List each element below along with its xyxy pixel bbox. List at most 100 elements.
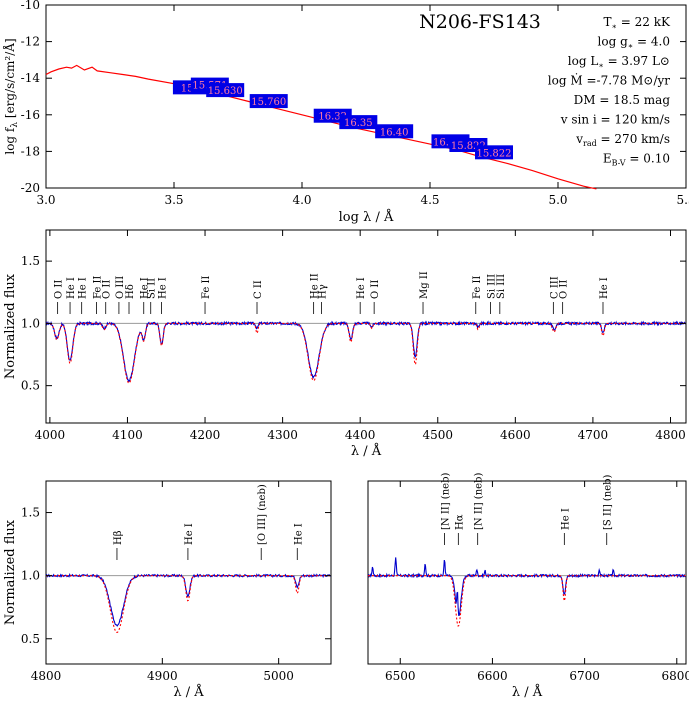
blue-line-id: Si III bbox=[487, 274, 498, 299]
blue-line-id: Fe II bbox=[472, 276, 483, 299]
photometry-box bbox=[249, 94, 288, 109]
blue-line-id: Mg II bbox=[419, 271, 430, 299]
stellar-parameter: log Ṁ =-7.78 M⊙/yr bbox=[548, 73, 670, 88]
blue-line-id: C III bbox=[549, 276, 560, 299]
photometry-label: 15.630 bbox=[208, 86, 243, 97]
halpha-observed-line bbox=[367, 557, 686, 617]
blue-line-id: He I bbox=[78, 277, 89, 299]
photometry-label: 15.760 bbox=[251, 97, 286, 108]
sed-ylabel: log fλ [erg/s/cm²/Å] bbox=[2, 38, 20, 154]
sed-xtick-label: 5.0 bbox=[548, 193, 567, 207]
blue-line-id: O II bbox=[370, 280, 381, 299]
blue-line-id: O II bbox=[559, 280, 570, 299]
photometry-label: 15.822 bbox=[477, 148, 512, 159]
blue-xtick-label: 4400 bbox=[345, 428, 376, 442]
hbeta-xlabel: λ / Å bbox=[173, 684, 204, 700]
blue-line-id: He II bbox=[310, 273, 321, 299]
sed-xtick-label: 5.5 bbox=[676, 193, 689, 207]
sed-xtick-label: 4.5 bbox=[420, 193, 439, 207]
photometry-box bbox=[375, 124, 414, 139]
hbeta-ytick-label: 1.5 bbox=[21, 506, 40, 520]
hbeta-line-id: He I bbox=[184, 523, 195, 545]
halpha-line-id: Hα bbox=[454, 514, 465, 530]
photometry-label: 16.40 bbox=[380, 127, 409, 138]
blue-ytick-label: 1.0 bbox=[21, 316, 40, 330]
blue-xtick-label: 4000 bbox=[35, 428, 66, 442]
stellar-parameter: vrad = 270 km/s bbox=[575, 132, 670, 148]
halpha-line-id: [S II] (neb) bbox=[603, 474, 614, 530]
hbeta-ylabel: Normalized flux bbox=[3, 519, 18, 625]
blue-line-id: Fe II bbox=[92, 276, 103, 299]
blue-model-line bbox=[46, 322, 686, 384]
blue-line-id: Hδ bbox=[125, 284, 136, 299]
photometry-box bbox=[475, 145, 513, 160]
sed-ytick-label: -12 bbox=[21, 35, 40, 49]
blue-line-id: O III bbox=[115, 276, 126, 299]
blue-xtick-label: 4100 bbox=[112, 428, 143, 442]
blue-xtick-label: 4200 bbox=[190, 428, 221, 442]
photometry-label: 16.32 bbox=[318, 112, 347, 123]
blue-xtick-label: 4300 bbox=[267, 428, 298, 442]
sed-xtick-label: 4.0 bbox=[292, 193, 311, 207]
blue-spectrum-panel: 4000 4100 4200 4300 4400 4500 4600 4700 4800 0.5 1… bbox=[3, 229, 687, 459]
sed-ytick-label: -10 bbox=[21, 0, 40, 12]
blue-line-id: He I bbox=[140, 277, 151, 299]
blue-ylabel: Normalized flux bbox=[3, 273, 18, 379]
stellar-parameter: v sin i = 120 km/s bbox=[560, 113, 670, 127]
sed-ytick-label: -14 bbox=[21, 71, 41, 85]
hbeta-frame bbox=[45, 480, 332, 665]
blue-frame bbox=[45, 229, 687, 424]
stellar-parameter: log L∗ = 3.97 L⊙ bbox=[568, 54, 670, 70]
halpha-xtick-label: 6800 bbox=[662, 669, 689, 683]
photometry-label: 16.35 bbox=[344, 118, 373, 129]
star-name: N206-FS143 bbox=[419, 11, 541, 33]
hbeta-ytick-label: 0.5 bbox=[21, 632, 40, 646]
sed-panel: 3.0 3.5 4.0 4.5 5.0 5.5 -10 -12 -14 -16 -18 -20 log … bbox=[2, 0, 689, 225]
hbeta-line-id: He I bbox=[293, 523, 304, 545]
blue-line-id: O II bbox=[54, 280, 65, 299]
stellar-parameter: T∗ = 22 kK bbox=[604, 15, 671, 31]
blue-line-id: He I bbox=[158, 277, 169, 299]
blue-line-id: He I bbox=[66, 277, 77, 299]
hbeta-xtick-label: 4800 bbox=[31, 669, 62, 683]
photometry-label: 15.822 bbox=[451, 141, 486, 152]
blue-line-id: Si III bbox=[496, 274, 507, 299]
stellar-parameter: DM = 18.5 mag bbox=[574, 93, 671, 107]
blue-xtick-label: 4500 bbox=[422, 428, 453, 442]
photometry-box bbox=[339, 115, 378, 130]
blue-line-id: Hγ bbox=[317, 284, 328, 299]
hbeta-ytick-label: 1.0 bbox=[21, 569, 40, 583]
halpha-frame bbox=[367, 480, 687, 665]
sed-frame bbox=[45, 4, 687, 189]
blue-xtick-label: 4600 bbox=[500, 428, 531, 442]
blue-xtick-label: 4800 bbox=[655, 428, 686, 442]
halpha-xlabel: λ / Å bbox=[512, 684, 543, 700]
blue-ytick-label: 0.5 bbox=[21, 379, 40, 393]
halpha-line-id: [N II] (neb) bbox=[441, 473, 452, 530]
hbeta-line-id: [O III] (neb) bbox=[257, 484, 268, 545]
sed-xtick-label: 3.0 bbox=[36, 193, 55, 207]
blue-line-id: O II bbox=[102, 280, 113, 299]
sed-ytick-label: -18 bbox=[21, 144, 40, 158]
halpha-line-id: He I bbox=[560, 508, 571, 530]
hbeta-model-line bbox=[46, 575, 331, 633]
halpha-xtick-label: 6600 bbox=[477, 669, 508, 683]
blue-line-id: Si II bbox=[147, 278, 158, 299]
stellar-parameter: log g∗ = 4.0 bbox=[598, 35, 670, 51]
hbeta-panel: 4800 4900 5000 0.5 1.0 1.5 λ / Å Normalized flu… bbox=[3, 480, 332, 700]
hbeta-xtick-label: 4900 bbox=[147, 669, 178, 683]
sed-ytick-label: -20 bbox=[21, 181, 40, 195]
blue-line-id: C II bbox=[253, 280, 264, 299]
sed-ytick-label: -16 bbox=[21, 108, 40, 122]
sed-xlabel: log λ / Å bbox=[339, 209, 394, 225]
blue-xtick-label: 4700 bbox=[578, 428, 609, 442]
stellar-parameter: EB-V = 0.10 bbox=[603, 152, 670, 168]
hbeta-xtick-label: 5000 bbox=[263, 669, 294, 683]
blue-line-id: Fe II bbox=[201, 276, 212, 299]
sed-xtick-label: 3.5 bbox=[164, 193, 183, 207]
blue-line-id: He I bbox=[599, 277, 610, 299]
blue-line-id: He I bbox=[356, 277, 367, 299]
photometry-box bbox=[206, 83, 245, 98]
